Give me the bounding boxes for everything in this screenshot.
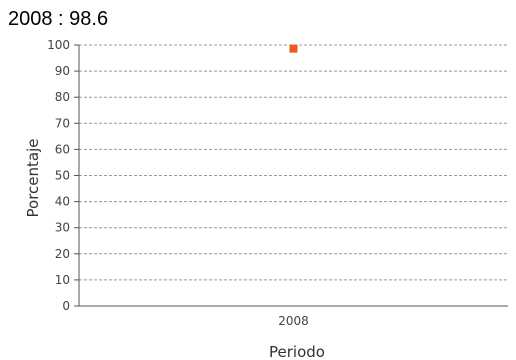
y-tick-label: 70 (55, 116, 70, 130)
x-tick-label: 2008 (278, 314, 309, 328)
y-tick-label: 60 (55, 142, 70, 156)
axes (78, 45, 508, 307)
y-tick-labels: 0 10 20 30 40 50 60 70 80 90 100 (47, 38, 79, 313)
grid-lines (79, 44, 508, 281)
y-tick-label: 0 (62, 299, 70, 313)
x-tick-labels: 2008 (278, 314, 309, 328)
y-tick-label: 80 (55, 90, 70, 104)
chart-title: 2008 : 98.6 (8, 8, 109, 30)
y-tick-label: 30 (55, 221, 70, 235)
y-tick-label: 40 (55, 195, 70, 209)
data-point[interactable] (289, 44, 298, 53)
y-tick-label: 20 (55, 247, 70, 261)
y-tick-label: 50 (55, 169, 70, 183)
data-points (289, 44, 298, 53)
y-tick-label: 10 (55, 273, 70, 287)
y-tick-label: 90 (55, 64, 70, 78)
x-axis-title: Periodo (269, 343, 325, 360)
y-tick-label: 100 (47, 38, 70, 52)
y-axis-title: Porcentaje (24, 139, 42, 218)
